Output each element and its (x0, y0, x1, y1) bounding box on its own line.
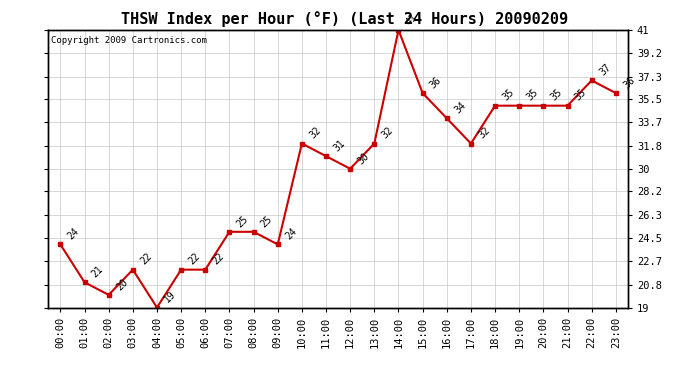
Text: 37: 37 (598, 62, 613, 78)
Text: 25: 25 (235, 214, 250, 229)
Text: 22: 22 (139, 252, 154, 267)
Text: 30: 30 (356, 151, 371, 166)
Text: 35: 35 (573, 87, 589, 103)
Text: 35: 35 (501, 87, 516, 103)
Text: 32: 32 (308, 125, 323, 141)
Text: 36: 36 (622, 75, 637, 90)
Text: 31: 31 (332, 138, 347, 153)
Text: THSW Index per Hour (°F) (Last 24 Hours) 20090209: THSW Index per Hour (°F) (Last 24 Hours)… (121, 11, 569, 27)
Text: 24: 24 (284, 226, 299, 242)
Text: 32: 32 (477, 125, 492, 141)
Text: 24: 24 (66, 226, 81, 242)
Text: 35: 35 (549, 87, 564, 103)
Text: Copyright 2009 Cartronics.com: Copyright 2009 Cartronics.com (51, 36, 207, 45)
Text: 32: 32 (380, 125, 395, 141)
Text: 22: 22 (187, 252, 202, 267)
Text: 41: 41 (404, 12, 420, 27)
Text: 22: 22 (211, 252, 226, 267)
Text: 35: 35 (525, 87, 540, 103)
Text: 36: 36 (428, 75, 444, 90)
Text: 21: 21 (90, 264, 106, 279)
Text: 19: 19 (163, 290, 178, 305)
Text: 34: 34 (453, 100, 468, 116)
Text: 25: 25 (259, 214, 275, 229)
Text: 20: 20 (115, 277, 130, 292)
